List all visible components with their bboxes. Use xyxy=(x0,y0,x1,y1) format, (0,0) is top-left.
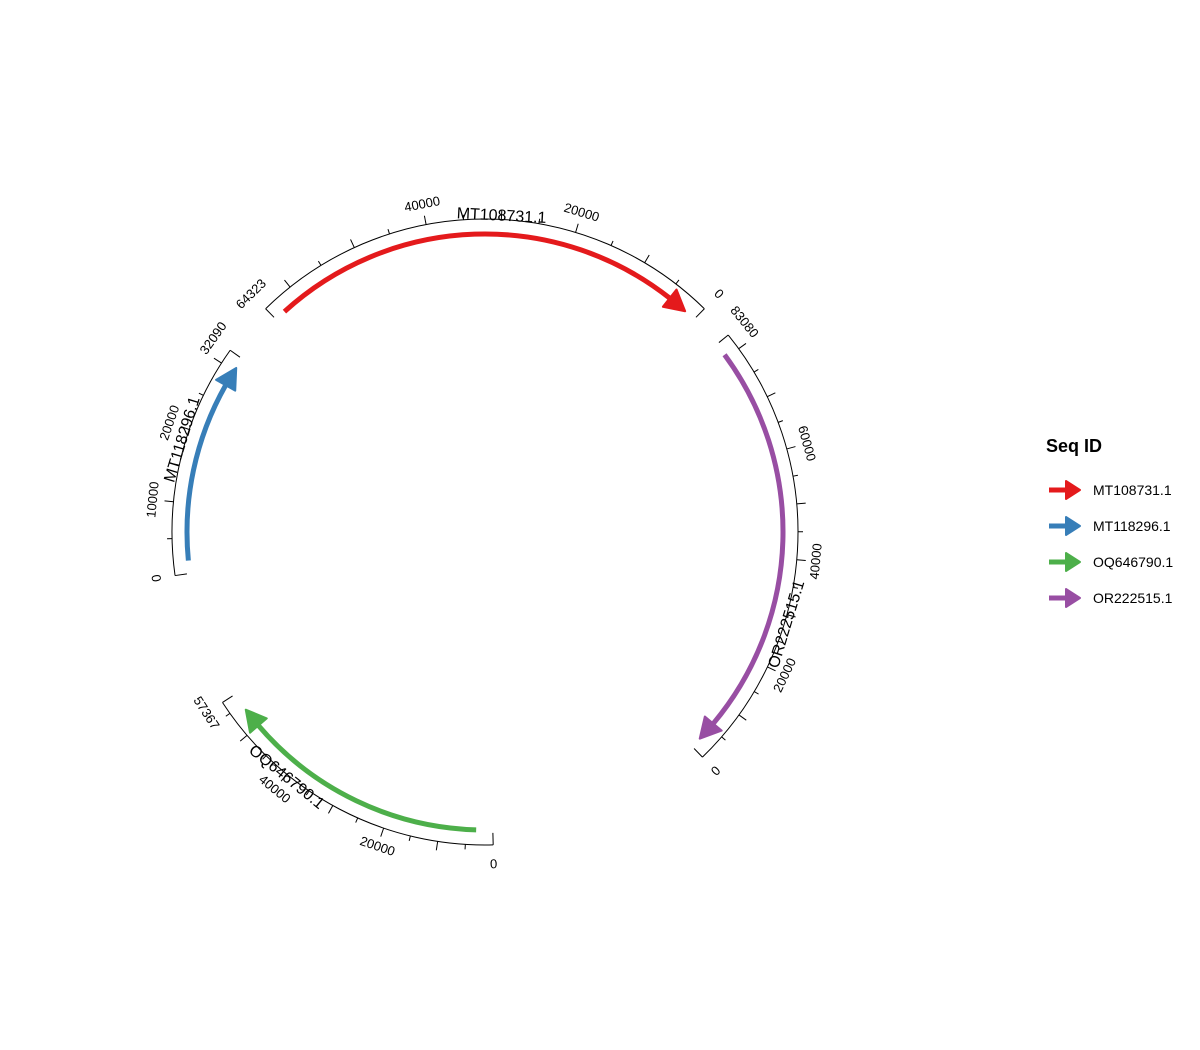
legend-label: MT118296.1 xyxy=(1093,518,1171,534)
major-tick xyxy=(786,614,796,618)
major-tick xyxy=(796,559,806,561)
minor-tick xyxy=(305,790,310,796)
tick-label: 40000 xyxy=(807,543,825,580)
axis-line xyxy=(702,334,799,758)
major-tick xyxy=(786,446,796,450)
feature-arc xyxy=(184,384,228,561)
major-tick xyxy=(239,734,248,742)
major-tick xyxy=(180,426,190,430)
legend-arrow-icon xyxy=(1049,588,1081,608)
chart-layer: 0 20000 40000 64323 MT108731.1 0 20000 40000 600… xyxy=(143,193,824,871)
legend-item-3: OR222515.1 xyxy=(1046,580,1196,616)
axis-line xyxy=(171,349,231,576)
axis-end-tick xyxy=(229,349,241,358)
tick-label: 10000 xyxy=(143,481,161,518)
feature-arc xyxy=(256,723,477,833)
major-tick xyxy=(213,357,222,364)
major-tick xyxy=(796,502,806,505)
major-tick xyxy=(767,666,776,672)
minor-tick xyxy=(792,474,798,477)
minor-tick xyxy=(754,691,759,695)
feature-arc xyxy=(282,231,672,314)
sequence-MT108731.1: 0 20000 40000 64323 MT108731.1 xyxy=(233,193,727,318)
minor-tick xyxy=(355,817,359,823)
axis-end-tick xyxy=(718,334,729,343)
tick-label: 0 xyxy=(490,856,498,871)
tick-label: 20000 xyxy=(358,833,397,859)
sequence-label: MT108731.1 xyxy=(456,205,547,227)
minor-tick xyxy=(777,420,784,423)
minor-tick xyxy=(610,240,614,246)
major-tick xyxy=(350,239,355,248)
major-tick xyxy=(435,841,439,851)
legend-arrow-icon xyxy=(1049,516,1081,536)
tick-label: 64323 xyxy=(233,276,269,312)
minor-tick xyxy=(225,712,231,717)
major-tick xyxy=(767,392,776,398)
legend-label: OQ646790.1 xyxy=(1093,554,1174,570)
major-tick xyxy=(575,223,579,233)
major-tick xyxy=(327,805,334,814)
axis-line xyxy=(265,218,705,310)
axis-line xyxy=(222,702,494,846)
feature-arrowhead xyxy=(244,708,268,734)
tick-label: 0 xyxy=(148,574,164,583)
minor-tick xyxy=(174,463,180,466)
legend-label: MT108731.1 xyxy=(1093,482,1172,498)
tick-label: 83080 xyxy=(727,303,761,341)
major-tick xyxy=(644,254,650,264)
legend-label: OR222515.1 xyxy=(1093,590,1173,606)
tick-label: 32090 xyxy=(196,319,229,357)
major-tick xyxy=(738,343,747,350)
minor-tick xyxy=(538,218,541,224)
minor-tick xyxy=(262,755,267,760)
legend-item-1: MT118296.1 xyxy=(1046,508,1196,544)
axis-end-tick xyxy=(265,308,275,318)
axis-end-tick xyxy=(174,573,187,577)
feature-arrowhead xyxy=(661,288,687,313)
legend-title: Seq ID xyxy=(1046,436,1103,456)
minor-tick xyxy=(675,279,680,285)
tick-label: 0 xyxy=(711,286,727,302)
legend: Seq ID MT108731.1 MT118296.1 OQ646790.1 … xyxy=(1046,436,1196,616)
major-tick xyxy=(423,215,427,225)
minor-tick xyxy=(778,640,784,644)
major-tick xyxy=(284,279,291,288)
axis-end-tick xyxy=(693,748,703,758)
major-tick xyxy=(380,827,385,837)
minor-tick xyxy=(317,260,322,266)
tick-label: 20000 xyxy=(562,200,601,225)
feature-arc xyxy=(711,353,786,726)
tick-label: 60000 xyxy=(795,424,819,463)
feature-arrowhead xyxy=(698,715,723,740)
legend-item-2: OQ646790.1 xyxy=(1046,544,1196,580)
legend-item-0: MT108731.1 xyxy=(1046,472,1196,508)
major-tick xyxy=(738,714,747,721)
minor-tick xyxy=(721,736,726,741)
major-tick xyxy=(164,500,174,503)
minor-tick xyxy=(408,835,411,841)
feature-arrowhead xyxy=(215,366,238,392)
tick-label: 57367 xyxy=(190,694,222,732)
minor-tick xyxy=(753,369,759,373)
legend-arrow-icon xyxy=(1049,480,1081,500)
minor-tick xyxy=(387,229,390,235)
minor-tick xyxy=(792,586,799,589)
minor-tick xyxy=(198,392,204,396)
axis-end-tick xyxy=(695,308,705,318)
tick-label: 40000 xyxy=(403,193,441,215)
axis-end-tick xyxy=(222,695,233,703)
legend-arrow-icon xyxy=(1049,552,1081,572)
major-tick xyxy=(280,773,288,782)
tick-label: 0 xyxy=(708,763,724,779)
